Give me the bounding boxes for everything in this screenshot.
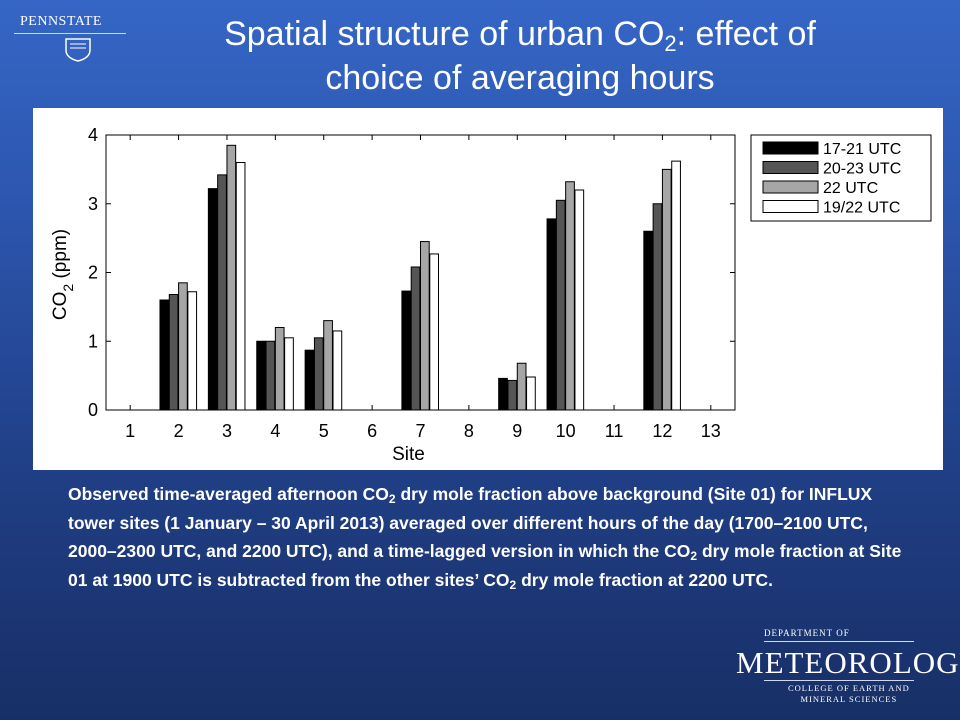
bar (410, 266, 421, 411)
bar (429, 253, 439, 411)
met-name: METEOROLOGY (736, 645, 960, 680)
y-tick-label: 4 (88, 125, 98, 145)
title-line-1: Spatial structure of urban CO2: effect o… (150, 12, 890, 56)
legend-swatch (762, 180, 819, 194)
caption-sub-2: 2 (690, 549, 698, 563)
x-tick-label: 8 (464, 421, 474, 441)
met-dept-label: DEPARTMENT OF (764, 628, 850, 638)
bar (304, 349, 315, 411)
y-tick-label: 1 (88, 331, 98, 351)
bar (284, 337, 294, 411)
title-subscript: 2 (664, 31, 677, 56)
legend-swatch (762, 161, 819, 174)
bar (516, 362, 527, 411)
bar (661, 168, 672, 411)
met-rule-top (764, 641, 914, 642)
bar (401, 290, 412, 411)
met-college-line-1: COLLEGE OF EARTH AND (788, 683, 910, 693)
x-tick-label: 6 (367, 421, 377, 441)
x-tick-label: 12 (652, 421, 672, 441)
x-tick-label: 3 (222, 421, 232, 441)
bar (274, 327, 285, 411)
bar (420, 241, 430, 411)
bar (207, 188, 218, 411)
meteorology-logo: DEPARTMENT OF METEOROLOGY COLLEGE OF EAR… (736, 626, 960, 706)
bar (332, 330, 343, 411)
legend-label: 20-23 UTC (823, 161, 901, 178)
bar (555, 199, 566, 411)
y-tick-label: 0 (88, 400, 98, 420)
x-tick-label: 1 (125, 421, 135, 441)
y-tick-label: 2 (88, 263, 98, 283)
bar (256, 340, 266, 411)
bar (546, 218, 557, 411)
bar (498, 377, 508, 411)
bar (159, 299, 170, 411)
bar (652, 203, 663, 411)
figure-caption: Observed time-averaged afternoon CO2 dry… (68, 480, 908, 594)
bar (168, 294, 179, 411)
bar (323, 320, 333, 411)
legend-swatch (762, 200, 819, 213)
x-tick-label: 13 (701, 421, 721, 441)
chart-panel: 0 1 2 3 4 1 2 3 4 5 6 7 8 9 10 11 12 13 Site CO2 (ppm) 17-21… (33, 108, 943, 470)
bar (565, 181, 575, 411)
bar (235, 162, 246, 411)
bar (671, 160, 681, 411)
caption-text-1: Observed time-averaged afternoon CO (68, 484, 389, 504)
legend-swatch (762, 141, 819, 155)
bar (643, 230, 654, 411)
x-tick-label: 11 (605, 421, 624, 441)
slide-title: Spatial structure of urban CO2: effect o… (150, 12, 890, 100)
y-axis-label: CO2 (ppm) (50, 229, 76, 320)
y-tick-label: 3 (88, 194, 98, 214)
title-line-2: choice of averaging hours (325, 59, 715, 97)
legend-label: 17-21 UTC (823, 141, 901, 158)
bar (217, 174, 227, 411)
bar (187, 291, 198, 411)
x-axis-label: Site (392, 444, 425, 465)
bar (265, 340, 276, 411)
bar (574, 189, 585, 411)
bar (313, 337, 324, 411)
caption-sub-1: 2 (388, 492, 396, 506)
caption-text-4: dry mole fraction at 2200 UTC. (516, 569, 773, 590)
legend-label: 22 UTC (823, 180, 878, 197)
met-rule-bottom (764, 680, 914, 681)
bar (526, 376, 536, 411)
met-college: COLLEGE OF EARTH AND MINERAL SCIENCES (788, 683, 910, 705)
x-tick-label: 7 (415, 421, 425, 441)
title-text-b: : effect of (676, 15, 816, 53)
legend-label: 19/22 UTC (823, 200, 900, 217)
met-college-line-2: MINERAL SCIENCES (800, 694, 898, 704)
bar (226, 144, 237, 411)
pennstate-logo: PENNSTATE (14, 10, 129, 65)
x-tick-label: 9 (512, 421, 522, 441)
bar (178, 282, 188, 411)
x-tick-label: 10 (556, 421, 576, 441)
x-tick-label: 2 (174, 421, 184, 441)
caption-sub-3: 2 (509, 577, 517, 592)
bar (507, 379, 518, 411)
pennstate-rule (14, 33, 126, 34)
x-tick-label: 5 (319, 421, 329, 441)
caption-text-3: dry mole fraction at Site 01 at 1900 UTC… (68, 541, 902, 590)
x-tick-label: 4 (270, 421, 280, 441)
title-text-a: Spatial structure of urban CO (224, 15, 665, 53)
pennstate-wordmark: PENNSTATE (20, 14, 102, 29)
pennstate-shield-icon (65, 38, 91, 62)
caption-text-2: dry mole fraction above background (Site… (68, 484, 873, 561)
